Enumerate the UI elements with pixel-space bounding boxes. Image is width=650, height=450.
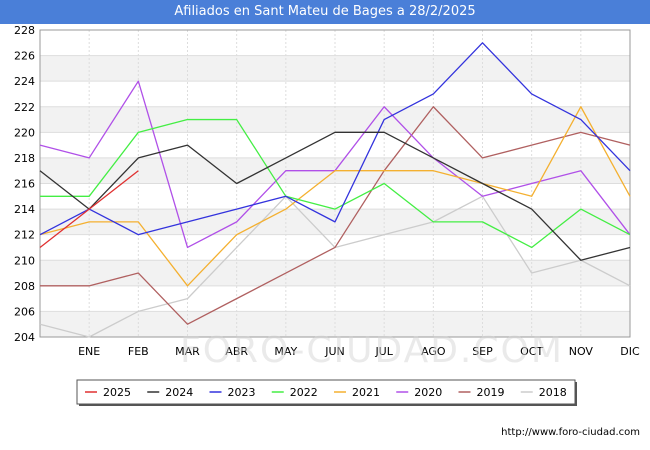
x-tick-label: OCT — [520, 345, 543, 358]
y-tick-label: 226 — [14, 50, 35, 63]
series-line-2025 — [39, 170, 139, 248]
legend-box — [76, 379, 576, 405]
x-tick-label: FEB — [128, 345, 149, 358]
x-tick-label: SEP — [472, 345, 493, 358]
y-tick-label: 210 — [14, 254, 35, 267]
y-tick-label: 208 — [14, 280, 35, 293]
watermark: FORO-CIUDAD.COM — [180, 330, 564, 371]
x-tick-label: ENE — [78, 345, 100, 358]
series-line-2022 — [40, 118, 631, 249]
legend-label-2024: 2024 — [165, 386, 193, 399]
y-tick-label: 224 — [14, 75, 35, 88]
x-tick-label: MAR — [175, 345, 200, 358]
source-credit: http://www.foro-ciudad.com — [501, 427, 640, 438]
x-tick-label: AGO — [421, 345, 446, 358]
y-axis-labels: 204 206 208 210 212 214 216 218 220 222 224 226 228 — [14, 24, 35, 344]
x-tick-label: DIC — [620, 345, 640, 358]
legend-label-2018: 2018 — [539, 386, 567, 399]
x-tick-label: NOV — [569, 345, 594, 358]
legend-label-2021: 2021 — [352, 386, 380, 399]
series-line-2023 — [39, 42, 631, 236]
legend-label-2019: 2019 — [477, 386, 505, 399]
series-line-2021 — [39, 106, 631, 287]
legend: 2025 2024 2023 2022 2021 2020 2019 2018 — [76, 379, 577, 406]
plot-band — [40, 260, 630, 286]
y-tick-label: 228 — [14, 24, 35, 37]
y-tick-label: 206 — [14, 305, 35, 318]
legend-label-2025: 2025 — [103, 386, 131, 399]
y-tick-label: 216 — [14, 178, 35, 191]
legend-label-2020: 2020 — [414, 386, 442, 399]
x-tick-label: ABR — [225, 345, 248, 358]
y-tick-label: 212 — [14, 229, 35, 242]
x-tick-label: MAY — [274, 345, 297, 358]
y-tick-label: 222 — [14, 101, 35, 114]
chart-title: Afiliados en Sant Mateu de Bages a 28/2/… — [0, 0, 650, 24]
x-axis-labels: ENE FEB MAR ABR MAY JUN JUL AGO SEP OCT NOV DIC — [78, 345, 640, 358]
y-tick-label: 204 — [14, 331, 35, 344]
plot-frame — [39, 29, 631, 338]
y-tick-label: 220 — [14, 126, 35, 139]
y-tick-label: 218 — [14, 152, 35, 165]
legend-label-2023: 2023 — [228, 386, 256, 399]
series-lines — [39, 42, 631, 338]
series-line-2024 — [39, 131, 631, 261]
series-line-2019 — [40, 106, 631, 325]
legend-label-2022: 2022 — [290, 386, 318, 399]
x-tick-label: JUL — [374, 345, 393, 358]
x-tick-label: JUN — [324, 345, 345, 358]
y-tick-label: 214 — [14, 203, 35, 216]
